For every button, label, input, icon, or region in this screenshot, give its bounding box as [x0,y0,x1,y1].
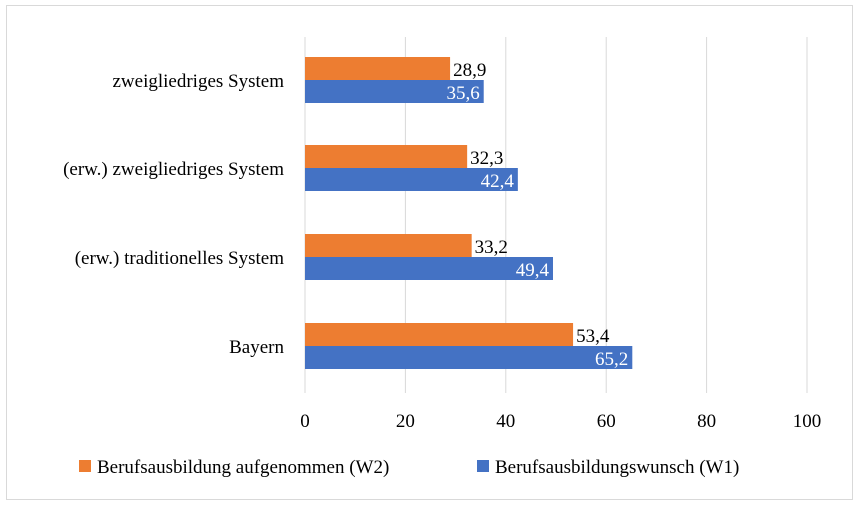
data-label: 32,3 [470,148,503,169]
legend-swatch-w1 [477,460,489,472]
legend-swatch-w2 [79,460,91,472]
bar-w2 [305,57,451,80]
bar-w1 [305,80,484,103]
data-label: 28,9 [453,60,486,81]
bar-w1 [305,168,518,191]
bar-w1 [305,257,553,280]
category-label: (erw.) zweigliedriges System [63,159,284,180]
x-tick-label: 20 [396,411,415,432]
x-tick-label: 80 [697,411,716,432]
bar-w2 [305,234,472,257]
data-label: 53,4 [576,326,610,347]
x-tick-label: 0 [300,411,310,432]
data-label: 42,4 [481,171,515,192]
x-tick-label: 40 [496,411,515,432]
data-label: 49,4 [516,260,550,281]
bar-w2 [305,323,574,346]
data-label: 35,6 [446,83,479,104]
x-tick-label: 60 [597,411,616,432]
legend-label: Berufsausbildungswunsch (W1) [495,457,739,478]
category-label: zweigliedriges System [113,71,285,92]
data-label: 33,2 [475,237,508,258]
category-label: Bayern [229,337,284,358]
data-label: 65,2 [595,349,628,370]
x-tick-label: 100 [793,411,822,432]
bar-w1 [305,346,633,369]
legend-label: Berufsausbildung aufgenommen (W2) [97,457,389,478]
category-label: (erw.) traditionelles System [75,248,285,269]
bar-w2 [305,145,468,168]
